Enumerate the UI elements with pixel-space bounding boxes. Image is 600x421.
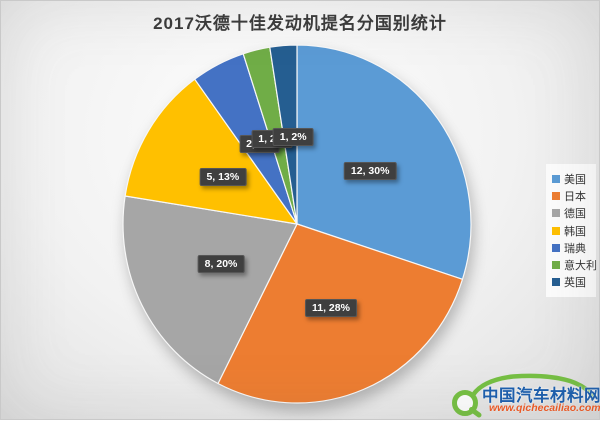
data-label-uk: 1, 2% xyxy=(272,127,314,146)
legend-label-italy: 意大利 xyxy=(564,260,597,273)
legend-item-uk: 英国 xyxy=(552,274,596,291)
data-label-japan: 11, 28% xyxy=(304,299,357,318)
watermark-site-url: www.qichecailiao.com xyxy=(489,402,600,414)
legend-item-sweden: 瑞典 xyxy=(552,239,596,256)
legend-label-sweden: 瑞典 xyxy=(564,242,586,255)
q-logo-tail xyxy=(469,407,482,418)
legend-label-germany: 德国 xyxy=(564,208,586,221)
legend-swatch-usa xyxy=(552,174,560,183)
legend-swatch-uk xyxy=(552,278,560,287)
legend-item-japan: 日本 xyxy=(552,187,596,204)
legend-swatch-sweden xyxy=(552,243,560,252)
data-label-usa: 12, 30% xyxy=(343,162,397,181)
legend-swatch-germany xyxy=(552,209,560,218)
legend-swatch-italy xyxy=(552,261,560,270)
pie-slice-korea xyxy=(124,78,298,225)
legend-label-japan: 日本 xyxy=(564,190,586,203)
pie-slice-germany xyxy=(122,195,298,385)
watermark-graphics xyxy=(452,373,596,418)
data-label-germany: 8, 20% xyxy=(197,254,245,273)
legend-item-usa: 美国 xyxy=(552,170,596,187)
chart-title: 2017沃德十佳发动机提名分国别统计 xyxy=(153,14,447,33)
legend-swatch-korea xyxy=(552,226,560,235)
legend-item-germany: 德国 xyxy=(552,205,596,222)
legend-label-korea: 韩国 xyxy=(564,225,586,238)
legend-swatch-japan xyxy=(552,191,560,200)
legend-label-uk: 英国 xyxy=(564,277,586,290)
legend: 美国日本德国韩国瑞典意大利英国 xyxy=(546,164,597,298)
legend-item-korea: 韩国 xyxy=(552,222,596,239)
watermark-site-name: 中国汽车材料网 xyxy=(482,387,600,405)
legend-label-usa: 美国 xyxy=(564,173,586,186)
pie-slice-usa xyxy=(296,44,472,280)
legend-item-italy: 意大利 xyxy=(552,256,597,273)
data-label-korea: 5, 13% xyxy=(199,168,247,187)
watermark-logo: 中国汽车材料网 www.qichecailiao.com xyxy=(449,371,600,421)
